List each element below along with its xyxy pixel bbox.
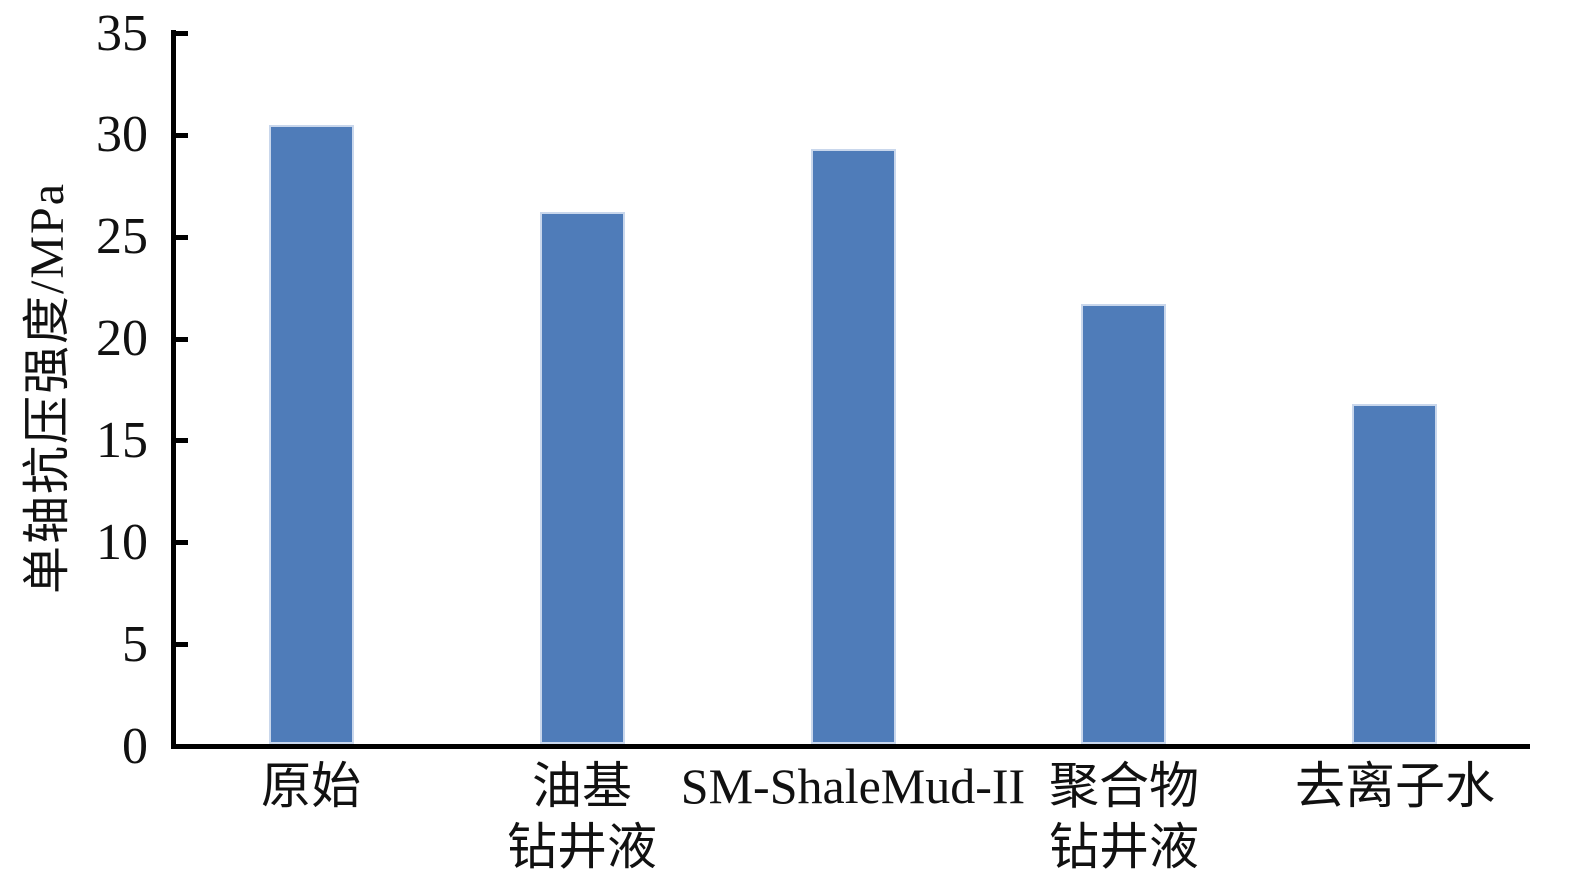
x-category-label: 原始 bbox=[91, 756, 531, 817]
x-category-label-line: 原始 bbox=[261, 758, 361, 814]
x-category-label: 聚合物 钻井液 bbox=[904, 756, 1344, 878]
y-tick-mark bbox=[176, 540, 188, 545]
bar bbox=[540, 212, 625, 744]
y-axis-line bbox=[171, 30, 176, 744]
x-category-label-line: 油基 bbox=[532, 758, 632, 814]
bar bbox=[811, 149, 896, 744]
x-category-label-line: SM-ShaleMud-II bbox=[680, 758, 1026, 814]
y-tick-label: 35 bbox=[96, 5, 148, 62]
y-tick-label: 20 bbox=[96, 310, 148, 367]
y-tick-label: 0 bbox=[122, 718, 148, 775]
bar bbox=[269, 125, 354, 744]
x-category-label-line: 钻井液 bbox=[507, 819, 657, 875]
x-category-label-line: 钻井液 bbox=[1049, 819, 1199, 875]
bar bbox=[1352, 404, 1437, 744]
y-tick-mark bbox=[176, 337, 188, 342]
y-tick-mark bbox=[176, 133, 188, 138]
x-category-label-line: 聚合物 bbox=[1049, 758, 1199, 814]
y-tick-label: 15 bbox=[96, 412, 148, 469]
y-tick-label: 10 bbox=[96, 514, 148, 571]
x-category-label: SM-ShaleMud-II bbox=[633, 756, 1073, 817]
y-tick-mark bbox=[176, 31, 188, 36]
y-tick-mark bbox=[176, 235, 188, 240]
x-category-label: 去离子水 bbox=[1175, 756, 1575, 817]
y-tick-label: 25 bbox=[96, 208, 148, 265]
x-category-label-line: 去离子水 bbox=[1295, 758, 1495, 814]
y-tick-mark bbox=[176, 642, 188, 647]
y-tick-label: 30 bbox=[96, 106, 148, 163]
bar bbox=[1081, 304, 1166, 744]
y-tick-label: 5 bbox=[122, 616, 148, 673]
y-tick-mark bbox=[176, 438, 188, 443]
x-axis-line bbox=[171, 744, 1530, 749]
x-category-label: 油基 钻井液 bbox=[362, 756, 802, 878]
